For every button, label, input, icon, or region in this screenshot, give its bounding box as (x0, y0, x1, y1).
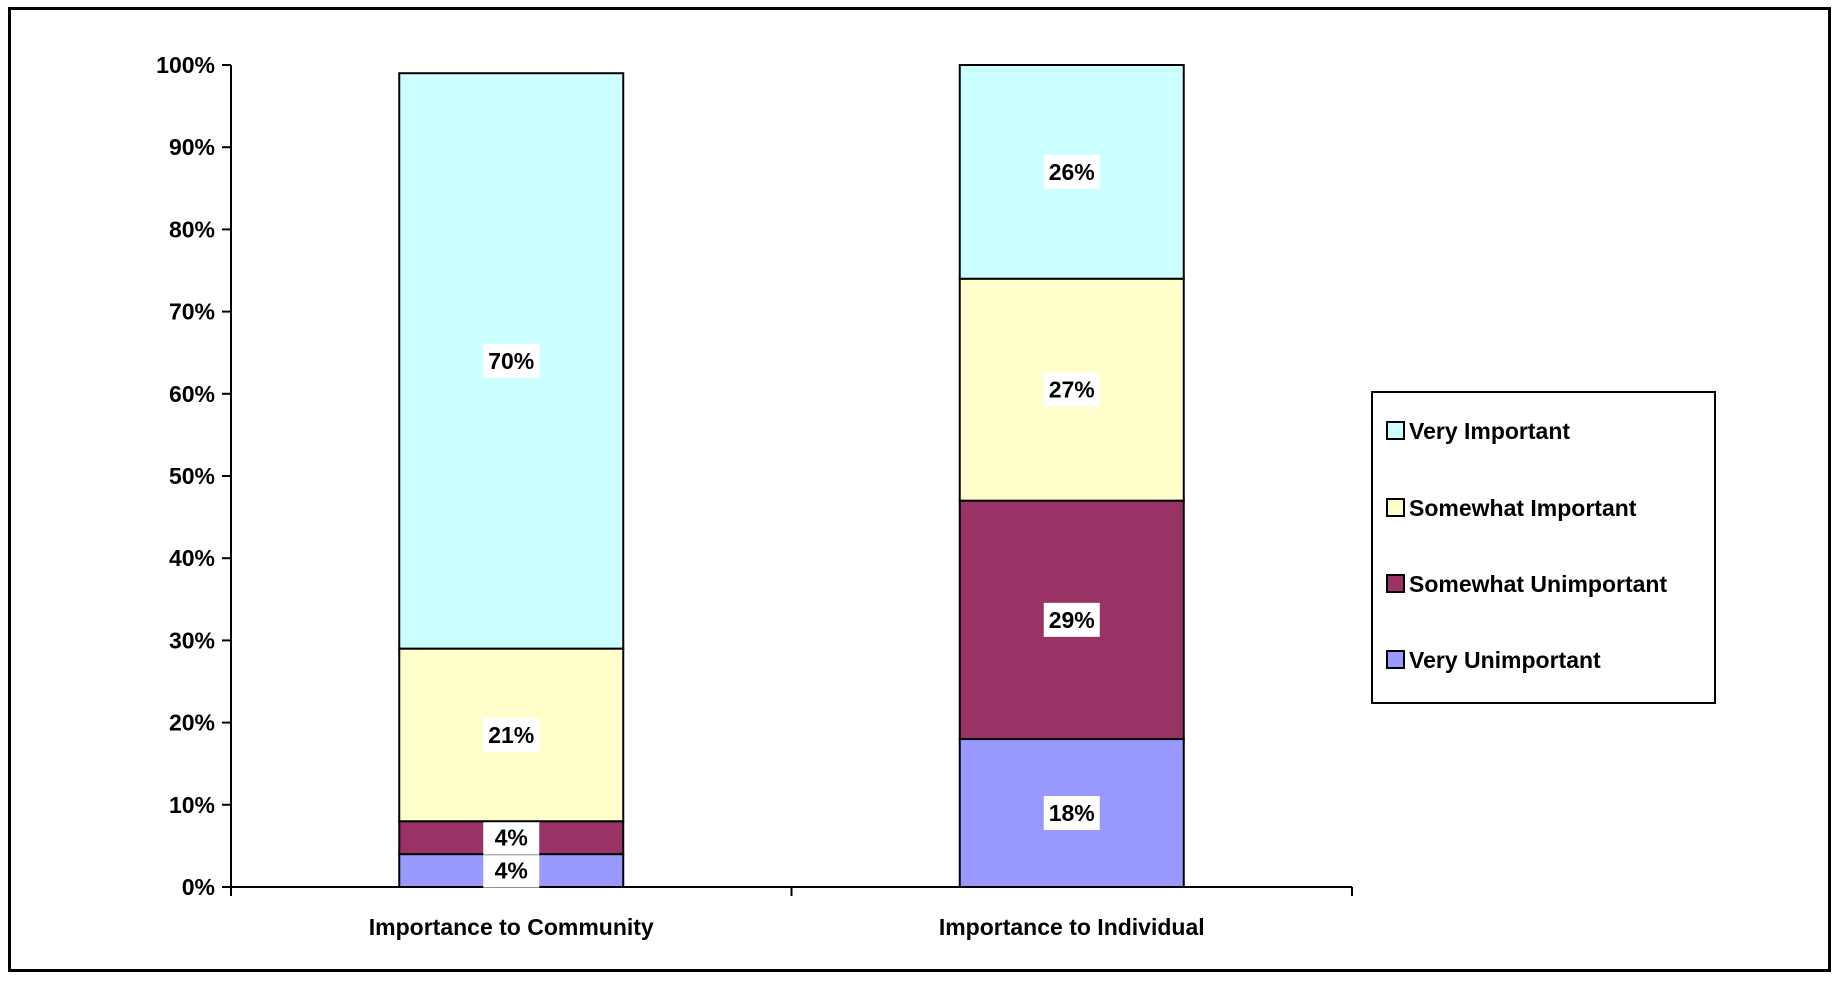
data-label-bg (483, 853, 540, 888)
legend-swatch (1386, 650, 1405, 669)
data-label: 70% (488, 348, 534, 374)
data-label-bg (483, 343, 540, 378)
legend-swatch (1386, 421, 1405, 440)
data-label-bg (1043, 154, 1100, 189)
data-label-bg (483, 717, 540, 752)
y-tick-label: 40% (169, 545, 215, 571)
y-tick-label: 20% (169, 710, 215, 736)
legend-box (1371, 391, 1716, 704)
data-label: 21% (488, 722, 534, 748)
data-label: 4% (495, 825, 528, 851)
legend-label: Very Unimportant (1409, 647, 1601, 673)
data-label: 18% (1049, 800, 1095, 826)
data-label: 4% (495, 858, 528, 884)
y-tick-label: 30% (169, 627, 215, 653)
legend-label: Somewhat Important (1409, 495, 1637, 521)
data-label-bg (1043, 602, 1100, 637)
legend-label: Very Important (1409, 418, 1570, 444)
y-tick-label: 10% (169, 792, 215, 818)
x-tick-label: Importance to Community (369, 914, 654, 940)
data-label: 27% (1049, 377, 1095, 403)
y-tick-label: 90% (169, 134, 215, 160)
y-tick-label: 60% (169, 381, 215, 407)
y-tick-label: 70% (169, 299, 215, 325)
legend-swatch (1386, 498, 1405, 517)
y-tick-label: 100% (156, 52, 215, 78)
data-label-bg (1043, 796, 1100, 831)
data-label-bg (1043, 372, 1100, 407)
y-tick-label: 0% (182, 874, 215, 900)
x-tick-label: Importance to Individual (939, 914, 1205, 940)
data-label-bg (483, 820, 540, 855)
data-label: 26% (1049, 159, 1095, 185)
y-tick-label: 50% (169, 463, 215, 489)
legend-swatch (1386, 574, 1405, 593)
y-tick-label: 80% (169, 216, 215, 242)
data-label: 29% (1049, 607, 1095, 633)
legend-label: Somewhat Unimportant (1409, 571, 1667, 597)
